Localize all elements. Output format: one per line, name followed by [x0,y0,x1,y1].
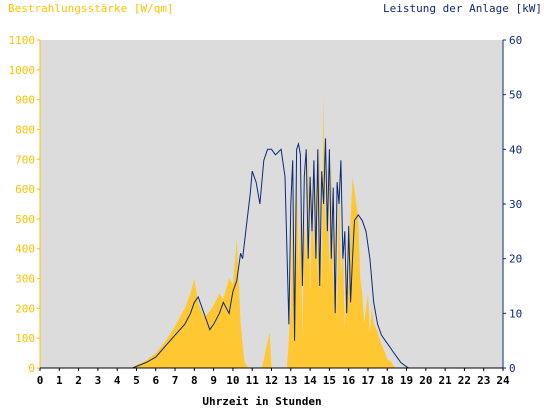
left-axis-tick-label: 200 [15,302,35,315]
left-axis-tick-label: 500 [15,213,35,226]
x-axis-tick-label: 17 [361,374,374,387]
x-axis-tick-label: 23 [477,374,490,387]
left-axis-tick-label: 1100 [9,34,36,47]
x-axis-tick-label: 15 [323,374,336,387]
x-axis-tick-label: 2 [75,374,82,387]
left-axis-tick-label: 600 [15,183,35,196]
right-axis-tick-label: 40 [509,143,522,156]
series-layer [40,93,503,369]
x-axis-tick-label: 24 [496,374,510,387]
x-axis-tick-label: 21 [439,374,453,387]
plot-area-background [40,40,503,368]
x-axis-tick-label: 16 [342,374,356,387]
series-power-line [40,138,503,369]
x-axis-tick-label: 0 [37,374,44,387]
x-axis-tick-label: 4 [114,374,121,387]
left-axis-tick-label: 800 [15,123,35,136]
axes-layer: 0100200300400500600700800900100011000102… [9,34,523,387]
left-axis-tick-label: 100 [15,332,35,345]
right-axis-tick-label: 10 [509,307,522,320]
x-axis-tick-label: 6 [152,374,159,387]
right-axis-tick-label: 50 [509,89,522,102]
x-axis-tick-label: 7 [172,374,179,387]
x-axis-tick-label: 1 [56,374,63,387]
left-axis-tick-label: 300 [15,273,35,286]
x-axis-tick-label: 19 [400,374,413,387]
left-axis-tick-label: 1000 [9,64,36,77]
x-axis-tick-label: 11 [246,374,260,387]
x-axis-tick-label: 14 [303,374,317,387]
x-axis-tick-label: 5 [133,374,140,387]
right-axis-tick-label: 30 [509,198,522,211]
x-axis-tick-label: 12 [265,374,278,387]
x-axis-title: Uhrzeit in Stunden [202,395,321,408]
x-axis-tick-label: 3 [95,374,102,387]
left-axis-tick-label: 700 [15,153,35,166]
x-axis-tick-label: 13 [284,374,297,387]
x-axis-tick-label: 20 [419,374,432,387]
left-axis-tick-label: 900 [15,94,35,107]
x-axis-tick-label: 22 [458,374,471,387]
left-axis-title: Bestrahlungsstärke [W/qm] [8,2,174,15]
right-axis-tick-label: 60 [509,34,522,47]
x-axis-tick-label: 9 [210,374,217,387]
x-axis-tick-label: 8 [191,374,198,387]
right-axis-tick-label: 0 [509,362,516,375]
right-axis-title: Leistung der Anlage [kW] [383,2,542,15]
x-axis-tick-label: 18 [381,374,394,387]
left-axis-tick-label: 400 [15,243,35,256]
right-axis-tick-label: 20 [509,253,522,266]
left-axis-tick-label: 0 [28,362,35,375]
x-axis-tick-label: 10 [226,374,239,387]
